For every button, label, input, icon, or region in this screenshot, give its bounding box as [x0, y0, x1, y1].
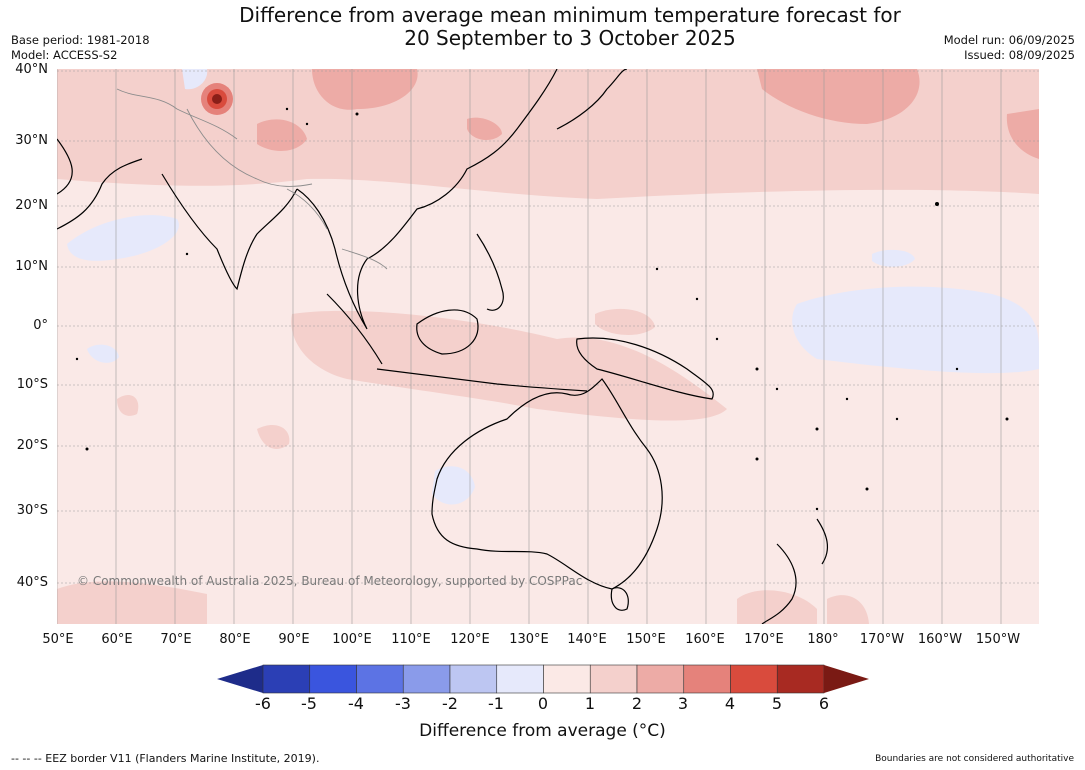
lon-label-50e: 50°E [42, 632, 74, 647]
run-info: Model run: 06/09/2025 Issued: 08/09/2025 [944, 33, 1075, 63]
graticule [57, 69, 1039, 624]
colorbar-swatch [683, 664, 731, 694]
lon-label-170e: 170°E [744, 632, 784, 647]
colorbar-tick-0: 0 [537, 694, 549, 713]
lon-label-140e: 140°E [567, 632, 607, 647]
colorbar-swatch [730, 664, 778, 694]
lon-label-60e: 60°E [101, 632, 133, 647]
colorbar-tick-6: 6 [818, 694, 830, 713]
colorbar-swatch [496, 664, 544, 694]
model-name: Model: ACCESS-S2 [11, 48, 118, 62]
lon-label-110e: 110°E [391, 632, 431, 647]
colorbar-swatch [776, 664, 825, 694]
lat-label-30s: 30°S [16, 503, 48, 518]
colorbar-tick--4: -4 [348, 694, 364, 713]
lat-label-30n: 30°N [15, 133, 48, 148]
boundaries-note: Boundaries are not considered authoritat… [875, 754, 1074, 764]
title-line-1: Difference from average mean minimum tem… [239, 3, 901, 27]
colorbar-extend-high [824, 665, 869, 693]
colorbar-tick-3: 3 [677, 694, 689, 713]
colorbar-tick-5: 5 [771, 694, 783, 713]
coastlines [57, 69, 829, 624]
lon-label-90e: 90°E [278, 632, 310, 647]
eez-note: -- -- -- EEZ border V11 (Flanders Marine… [11, 752, 320, 765]
colorbar-swatch [589, 664, 638, 694]
lat-label-20s: 20°S [16, 438, 48, 453]
lon-label-180: 180° [807, 632, 839, 647]
colorbar-tick-4: 4 [724, 694, 736, 713]
lat-label-20n: 20°N [15, 198, 48, 213]
lat-label-10s: 10°S [16, 377, 48, 392]
lon-label-150w: 150°W [975, 632, 1021, 647]
colorbar-tick-2: 2 [631, 694, 643, 713]
lon-label-70e: 70°E [160, 632, 192, 647]
colorbar-swatch [262, 664, 311, 694]
model-info: Base period: 1981-2018 Model: ACCESS-S2 [11, 33, 150, 63]
colorbar-tick-1: 1 [584, 694, 596, 713]
lat-label-40s: 40°S [16, 575, 48, 590]
borders [116, 88, 388, 270]
colorbar-extend-low [217, 665, 263, 693]
lon-label-160w: 160°W [917, 632, 963, 647]
lon-label-80e: 80°E [219, 632, 251, 647]
lon-label-120e: 120°E [450, 632, 490, 647]
lat-label-40n: 40°N [15, 62, 48, 77]
colorbar-swatch [636, 664, 685, 694]
colorbar-swatch [356, 664, 404, 694]
map-svg [57, 69, 1039, 624]
model-run-date: Model run: 06/09/2025 [943, 33, 1075, 47]
colorbar-swatch [309, 664, 357, 694]
title-line-2: 20 September to 3 October 2025 [404, 26, 736, 50]
lon-label-150e: 150°E [626, 632, 666, 647]
anomaly-shading [57, 69, 1039, 624]
lat-label-0: 0° [33, 318, 48, 333]
colorbar-swatch [449, 664, 498, 694]
lat-label-10n: 10°N [15, 259, 48, 274]
colorbar [217, 664, 869, 694]
colorbar-tick--2: -2 [442, 694, 458, 713]
colorbar-swatch [402, 664, 451, 694]
colorbar-tick--5: -5 [301, 694, 317, 713]
chart-title: Difference from average mean minimum tem… [0, 4, 1085, 50]
colorbar-tick--6: -6 [255, 694, 271, 713]
colorbar-tick--1: -1 [488, 694, 504, 713]
lon-label-170w: 170°W [859, 632, 905, 647]
colorbar-title: Difference from average (°C) [419, 721, 666, 741]
colorbar-swatch [543, 664, 591, 694]
islands [75, 107, 1009, 511]
lon-label-130e: 130°E [509, 632, 549, 647]
issued-date: Issued: 08/09/2025 [964, 48, 1075, 62]
copyright-note: © Commonwealth of Australia 2025, Bureau… [77, 574, 583, 588]
lon-label-100e: 100°E [332, 632, 372, 647]
forecast-map [57, 69, 1039, 624]
base-period: Base period: 1981-2018 [11, 33, 150, 47]
lon-label-160e: 160°E [685, 632, 725, 647]
colorbar-tick--3: -3 [395, 694, 411, 713]
